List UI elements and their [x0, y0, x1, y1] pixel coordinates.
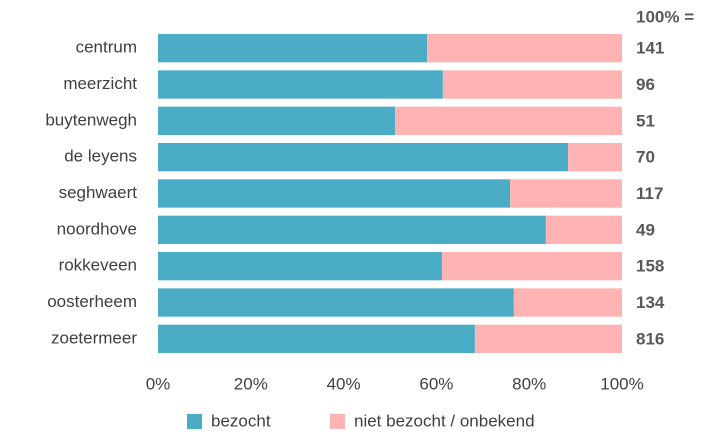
bar-segment [158, 70, 443, 99]
category-label: meerzicht [63, 74, 137, 93]
total-label: 117 [636, 184, 663, 203]
bar-segment [158, 324, 475, 354]
bar-segment [158, 33, 428, 63]
bar-segment [545, 215, 622, 245]
x-tick-label: 80% [512, 374, 546, 393]
category-label: centrum [76, 38, 137, 57]
bar-segment [568, 142, 622, 172]
category-label: buytenwegh [45, 110, 137, 129]
total-label: 96 [636, 75, 655, 94]
legend-swatch [187, 414, 202, 429]
bar-segment [395, 106, 622, 136]
bar-segment [158, 179, 511, 208]
bar-segment [427, 33, 622, 63]
category-label: zoetermeer [51, 328, 137, 347]
category-label: noordhove [57, 219, 137, 238]
legend-label: bezocht [211, 411, 271, 430]
total-label: 134 [636, 293, 665, 312]
bar-segment [510, 179, 622, 208]
bar-segment [513, 288, 622, 317]
bar-segment [442, 70, 622, 99]
bar-segment [158, 251, 442, 281]
x-tick-label: 0% [146, 374, 171, 393]
total-label: 158 [636, 257, 664, 276]
category-label: rokkeveen [59, 256, 137, 275]
bar-segment [158, 288, 514, 317]
x-tick-label: 60% [419, 374, 453, 393]
totals-header: 100% = [636, 7, 694, 26]
bar-segment [158, 142, 569, 172]
category-label: oosterheem [47, 292, 137, 311]
total-label: 70 [636, 148, 655, 167]
total-label: 816 [636, 329, 664, 348]
bar-segment [158, 215, 546, 245]
bar-segment [441, 251, 622, 281]
total-label: 49 [636, 220, 655, 239]
x-tick-label: 40% [327, 374, 361, 393]
total-label: 141 [636, 39, 664, 58]
category-label: de leyens [64, 147, 137, 166]
x-tick-label: 100% [600, 374, 643, 393]
bar-segment [158, 106, 396, 136]
total-label: 51 [636, 111, 655, 130]
x-tick-label: 20% [234, 374, 268, 393]
legend-swatch [330, 414, 345, 429]
bar-segment [474, 324, 622, 354]
legend-label: niet bezocht / onbekend [354, 411, 535, 430]
category-label: seghwaert [59, 183, 138, 202]
